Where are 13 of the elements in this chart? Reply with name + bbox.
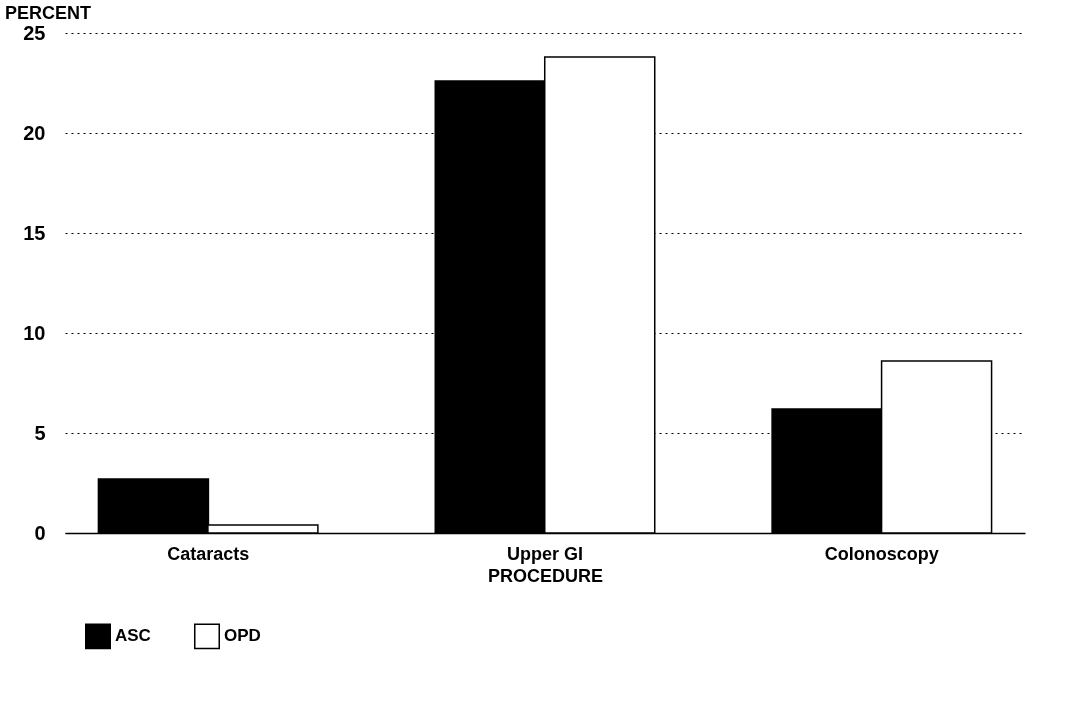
y-tick-label: 15 (23, 221, 46, 244)
y-tick-label: 20 (23, 121, 46, 144)
y-tick-label: 5 (34, 421, 46, 444)
legend-label: OPD (224, 626, 261, 646)
x-tick-label: Colonoscopy (824, 543, 939, 564)
y-tick-label: 25 (23, 21, 46, 44)
y-axis-title: PERCENT (5, 3, 92, 23)
legend-label: ASC (115, 626, 151, 646)
x-axis-title: PROCEDURE (487, 565, 604, 586)
y-tick-label: 10 (23, 321, 46, 344)
y-tick-label: 0 (34, 521, 46, 544)
x-tick-label: Upper GI (506, 543, 584, 564)
x-tick-label: Cataracts (167, 543, 250, 564)
